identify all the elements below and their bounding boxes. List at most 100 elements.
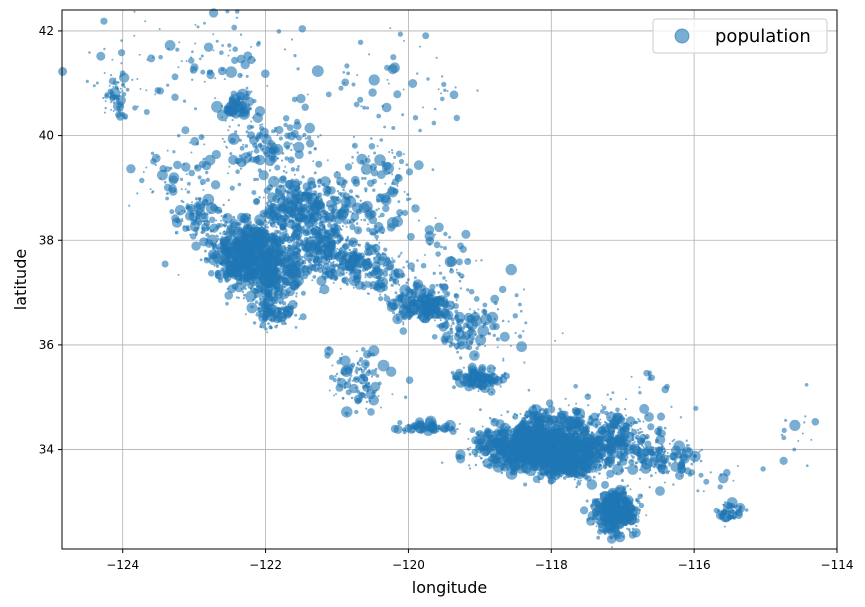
data-point bbox=[544, 437, 547, 440]
data-point bbox=[319, 266, 322, 269]
data-point bbox=[317, 184, 321, 188]
data-point bbox=[455, 324, 463, 332]
data-point bbox=[507, 463, 510, 466]
data-point bbox=[595, 435, 598, 438]
data-point bbox=[270, 278, 273, 280]
data-point bbox=[243, 250, 248, 255]
data-point bbox=[312, 275, 317, 279]
data-point bbox=[473, 310, 476, 312]
data-point bbox=[327, 272, 330, 275]
data-point bbox=[538, 454, 543, 459]
data-point bbox=[625, 414, 627, 417]
data-point bbox=[285, 286, 295, 297]
data-point bbox=[470, 380, 473, 383]
data-point bbox=[212, 245, 218, 251]
data-point bbox=[291, 190, 294, 193]
data-point bbox=[409, 310, 411, 313]
data-point bbox=[235, 296, 239, 299]
data-point bbox=[478, 455, 481, 458]
data-point bbox=[488, 416, 492, 420]
data-point bbox=[311, 279, 314, 282]
data-point bbox=[540, 460, 546, 467]
data-point bbox=[325, 258, 329, 261]
data-point bbox=[459, 356, 463, 360]
data-point bbox=[239, 269, 244, 274]
data-point bbox=[575, 443, 578, 446]
data-point bbox=[291, 249, 294, 252]
data-point bbox=[328, 261, 331, 263]
data-point bbox=[251, 266, 260, 276]
data-point bbox=[339, 262, 343, 266]
data-point bbox=[249, 282, 253, 285]
data-point bbox=[291, 259, 294, 262]
data-point bbox=[609, 437, 612, 441]
data-point bbox=[518, 441, 521, 444]
data-point bbox=[251, 190, 257, 195]
data-point bbox=[262, 256, 267, 261]
data-point bbox=[216, 242, 227, 253]
data-point bbox=[624, 443, 630, 448]
data-point bbox=[484, 427, 492, 435]
data-point bbox=[291, 216, 294, 219]
data-point bbox=[515, 453, 518, 456]
data-point bbox=[244, 254, 247, 257]
data-point bbox=[229, 255, 232, 258]
data-point bbox=[595, 442, 599, 446]
data-point bbox=[482, 302, 488, 308]
data-point bbox=[582, 474, 586, 478]
data-point bbox=[295, 292, 298, 295]
data-point bbox=[287, 220, 296, 229]
data-point bbox=[444, 338, 449, 343]
data-point bbox=[240, 228, 243, 231]
data-point bbox=[299, 219, 302, 222]
data-point bbox=[451, 334, 454, 337]
data-point bbox=[265, 202, 269, 205]
data-point bbox=[465, 343, 468, 346]
data-point bbox=[239, 275, 242, 278]
data-point bbox=[284, 189, 287, 193]
data-point bbox=[291, 193, 296, 199]
data-point bbox=[295, 302, 298, 305]
data-point bbox=[508, 434, 511, 437]
data-point bbox=[320, 257, 323, 260]
data-point bbox=[496, 457, 499, 460]
data-point bbox=[177, 273, 180, 276]
data-point bbox=[500, 426, 505, 431]
data-point bbox=[571, 445, 580, 454]
data-point bbox=[295, 258, 304, 267]
data-point bbox=[384, 253, 387, 255]
data-point bbox=[439, 319, 442, 322]
data-point bbox=[585, 460, 590, 465]
data-point bbox=[275, 188, 279, 191]
data-point bbox=[215, 264, 218, 267]
data-point bbox=[365, 253, 368, 256]
data-point bbox=[243, 286, 245, 289]
data-point bbox=[249, 220, 252, 223]
data-point bbox=[243, 233, 247, 237]
data-point bbox=[456, 454, 466, 464]
data-point bbox=[252, 321, 257, 325]
data-point bbox=[320, 234, 323, 238]
data-point bbox=[248, 267, 251, 270]
data-point bbox=[280, 258, 283, 262]
data-point bbox=[595, 457, 598, 459]
data-point bbox=[297, 228, 302, 233]
data-point bbox=[306, 270, 310, 273]
data-point bbox=[490, 417, 500, 427]
data-point bbox=[332, 281, 335, 284]
data-point bbox=[583, 442, 586, 445]
data-point bbox=[273, 212, 276, 215]
data-point bbox=[515, 426, 518, 430]
data-point bbox=[259, 286, 264, 290]
data-point bbox=[621, 442, 624, 445]
data-point bbox=[450, 370, 455, 375]
data-point bbox=[466, 344, 473, 351]
data-point bbox=[484, 464, 487, 467]
data-point bbox=[241, 290, 245, 294]
data-point bbox=[272, 234, 275, 238]
data-point bbox=[536, 436, 538, 439]
data-point bbox=[301, 255, 304, 259]
data-point bbox=[484, 345, 486, 347]
data-point bbox=[285, 258, 288, 261]
data-point bbox=[338, 249, 349, 259]
